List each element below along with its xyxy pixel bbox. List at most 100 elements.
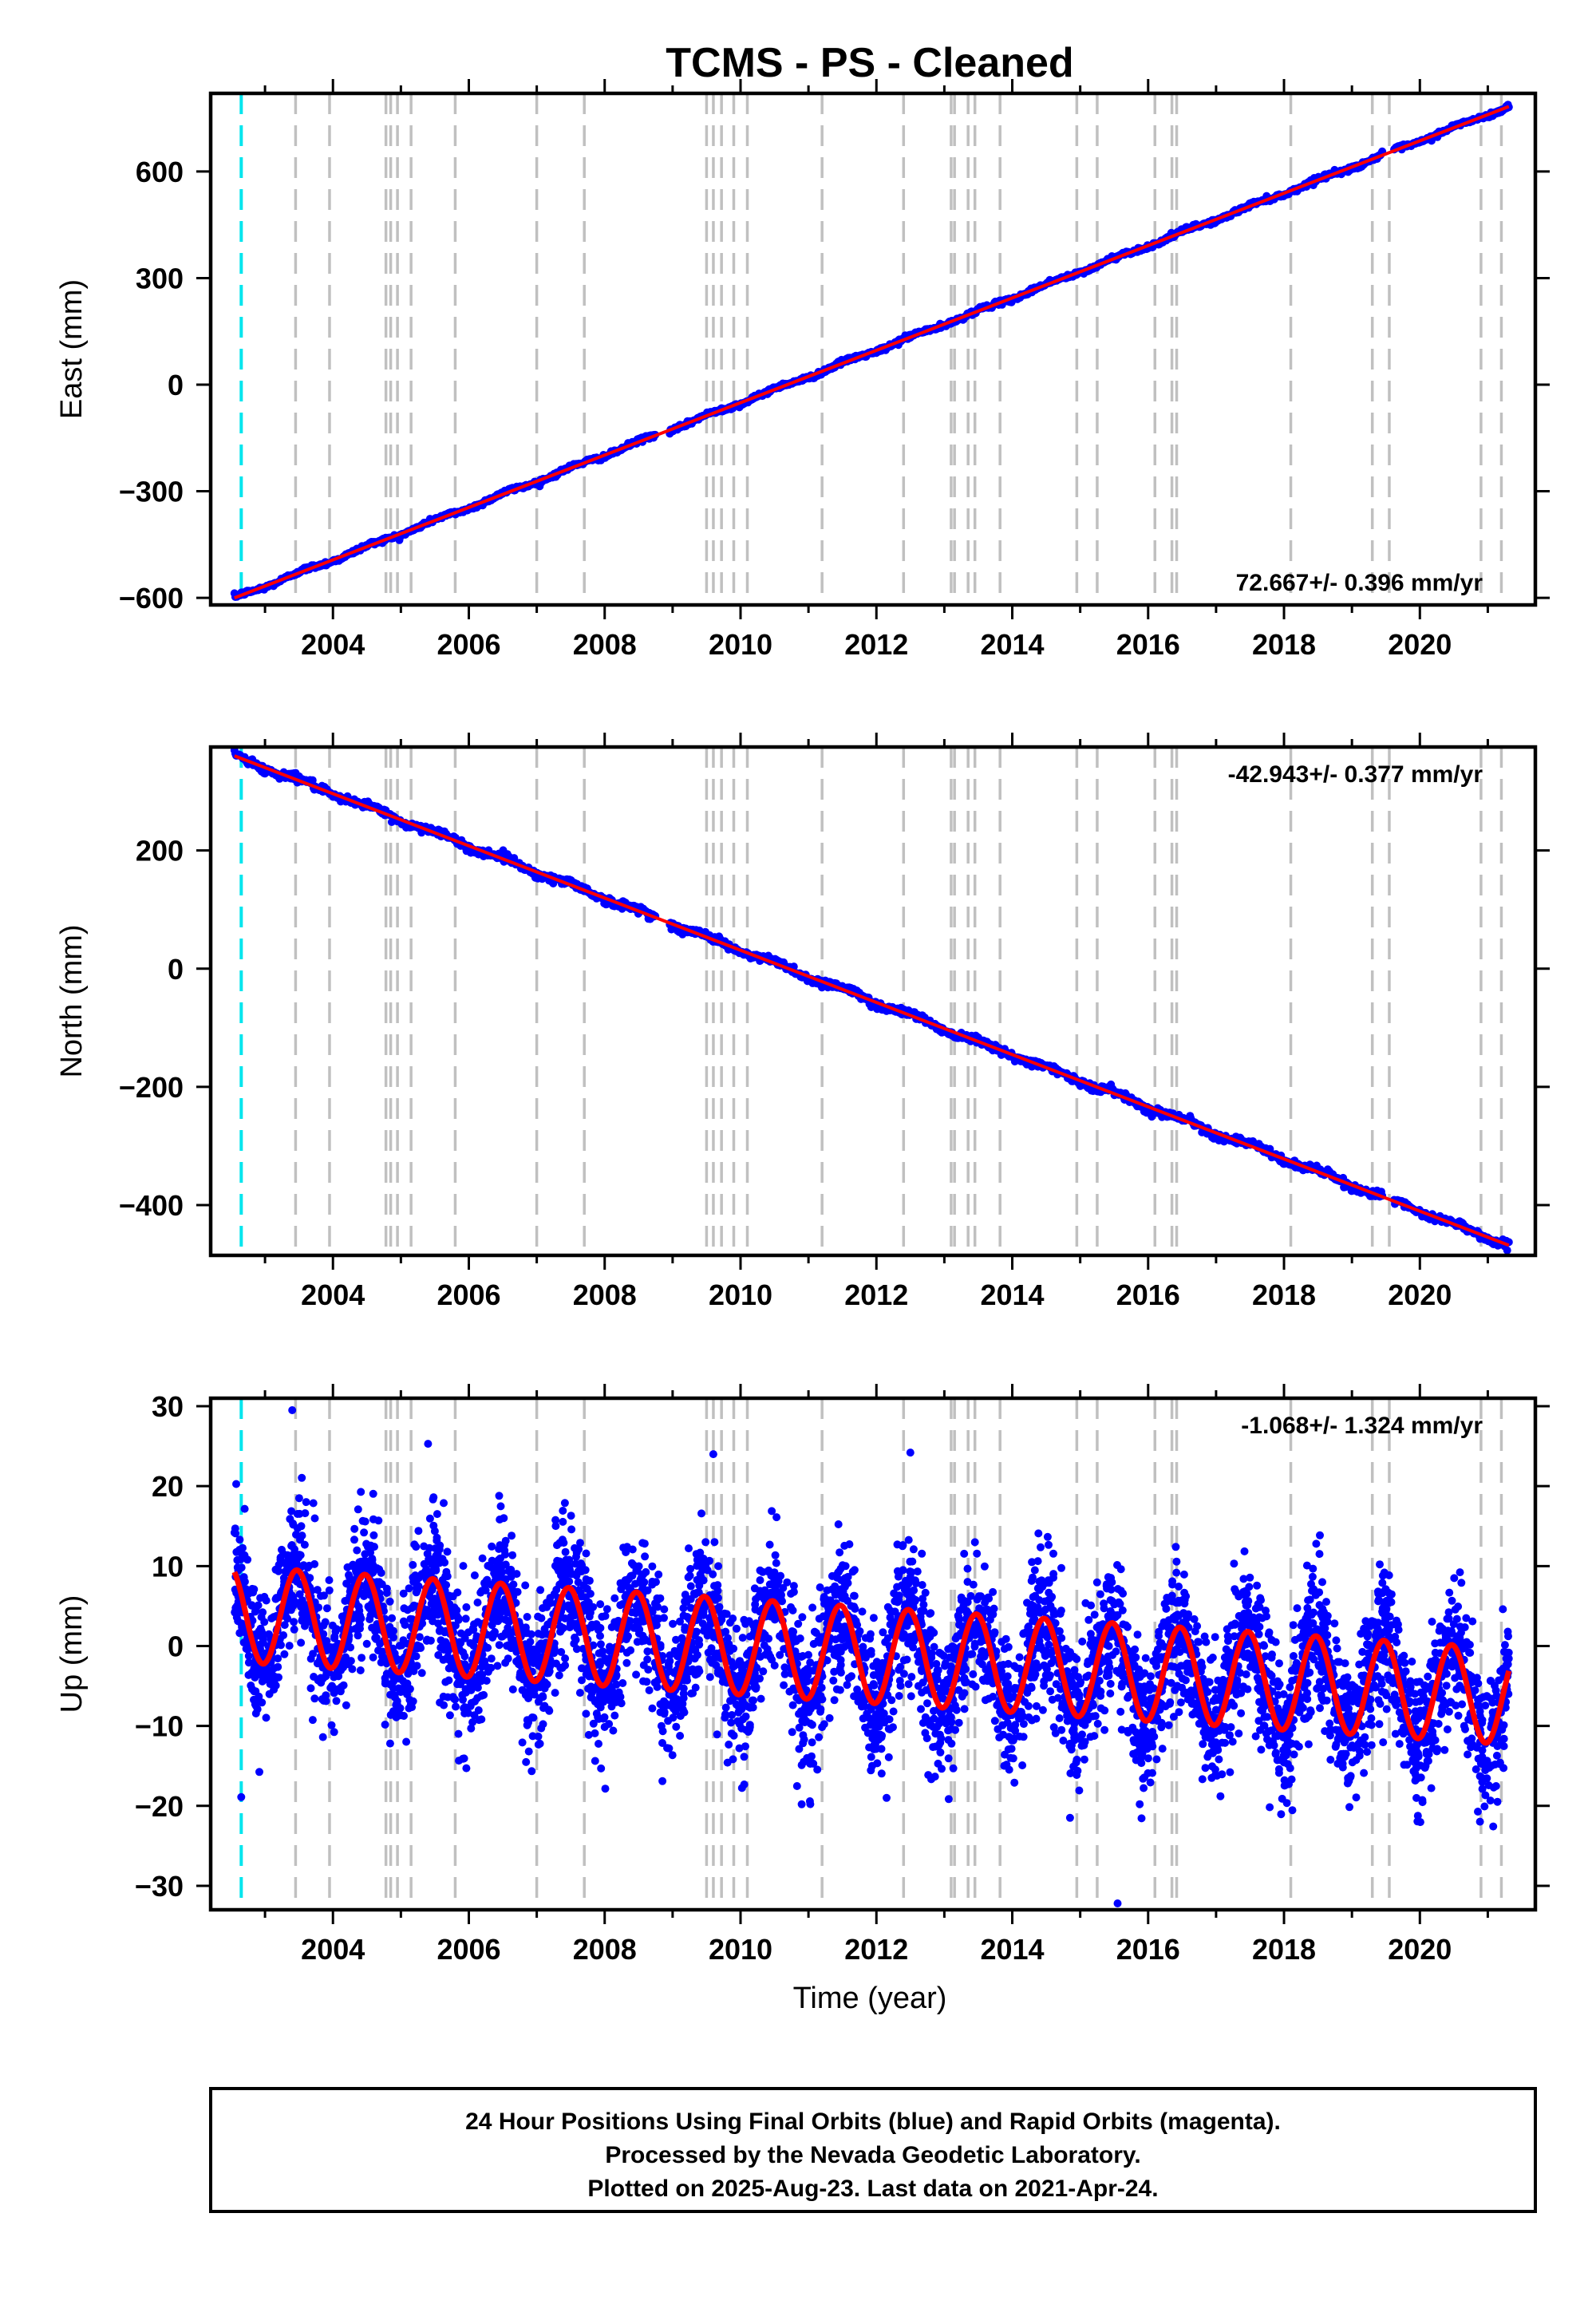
data-point <box>909 1545 918 1554</box>
data-point <box>357 1488 365 1496</box>
data-point <box>858 1607 867 1616</box>
data-point <box>1049 1549 1057 1558</box>
data-point <box>1445 1588 1454 1597</box>
data-point <box>1103 1584 1112 1593</box>
data-point <box>994 1725 1002 1733</box>
x-tick-label: 2010 <box>709 1279 772 1311</box>
data-point <box>808 1738 816 1747</box>
up-panel: 2004 2006 2008 2010 2012 2014 2016 2018 2020−30−… <box>55 1384 1550 1966</box>
data-point <box>240 1504 249 1513</box>
data-point <box>1034 1529 1043 1538</box>
data-point <box>415 1633 424 1642</box>
data-point <box>1211 1705 1220 1714</box>
data-point <box>1504 1654 1513 1663</box>
data-point <box>1478 1784 1487 1793</box>
data-point <box>904 1680 913 1689</box>
data-point <box>789 1582 798 1591</box>
data-point <box>1493 1797 1502 1806</box>
data-point <box>1218 1770 1227 1779</box>
data-point <box>1474 1808 1482 1816</box>
data-point <box>633 1638 642 1646</box>
data-point <box>1235 1729 1243 1738</box>
data-point <box>1309 1564 1317 1573</box>
data-point <box>1080 1755 1088 1764</box>
data-point <box>1035 1596 1044 1604</box>
data-point <box>1091 1712 1100 1721</box>
plot-area <box>230 93 1513 605</box>
data-point <box>707 1644 716 1653</box>
data-point <box>834 1520 843 1528</box>
data-point <box>327 1721 336 1729</box>
data-point <box>358 1516 367 1525</box>
data-point <box>1376 1560 1384 1569</box>
data-point <box>966 1591 975 1600</box>
data-point <box>808 1603 817 1612</box>
data-point <box>1172 1557 1181 1566</box>
data-point <box>1176 1698 1185 1707</box>
x-tick-label: 2012 <box>844 628 908 661</box>
data-point <box>526 1638 535 1646</box>
x-tick-label: 2016 <box>1116 1279 1180 1311</box>
y-tick-label: −300 <box>119 476 184 508</box>
figure-title: TCMS - PS - Cleaned <box>666 40 1073 86</box>
x-tick-label: 2008 <box>573 1279 637 1311</box>
plot-area <box>230 747 1513 1255</box>
data-point <box>308 776 317 785</box>
data-point <box>1037 1543 1045 1551</box>
data-point <box>356 1666 365 1674</box>
data-point <box>1146 1778 1155 1787</box>
data-point <box>1392 1701 1400 1709</box>
data-point <box>1239 1575 1248 1583</box>
data-point <box>660 1605 669 1614</box>
x-tick-label: 2010 <box>709 628 772 661</box>
data-point <box>342 1701 350 1709</box>
data-point <box>600 1713 609 1721</box>
data-point <box>1400 1761 1408 1769</box>
data-point <box>605 1696 614 1705</box>
data-point <box>402 1737 411 1746</box>
data-point <box>1179 1570 1188 1579</box>
north-panel: 2004 2006 2008 2010 2012 2014 2016 2018 2020−400… <box>55 733 1550 1311</box>
data-point <box>474 1706 483 1714</box>
data-point <box>461 1614 470 1623</box>
data-point <box>795 1745 804 1753</box>
data-point <box>815 1733 824 1741</box>
data-point <box>417 1669 426 1678</box>
data-point <box>325 1586 334 1595</box>
x-tick-label: 2014 <box>980 1279 1044 1311</box>
data-point <box>788 1701 797 1709</box>
data-point <box>1418 1798 1427 1807</box>
data-point <box>1481 1791 1490 1800</box>
data-point <box>1074 1673 1083 1682</box>
data-point <box>1155 1627 1163 1636</box>
data-point <box>817 1683 826 1692</box>
data-point <box>232 1480 240 1488</box>
data-point <box>1325 1731 1334 1740</box>
data-point <box>1018 1761 1027 1769</box>
data-point <box>1374 1696 1383 1705</box>
data-point <box>1379 1738 1388 1747</box>
data-point <box>869 1614 878 1622</box>
data-point <box>346 1643 355 1652</box>
data-point <box>676 1732 685 1740</box>
data-point <box>1361 1617 1370 1626</box>
data-point <box>1246 1573 1254 1582</box>
data-point <box>1382 1705 1391 1713</box>
data-point <box>1073 1654 1081 1663</box>
data-point <box>923 1699 931 1708</box>
data-point <box>1164 1721 1173 1729</box>
data-point <box>470 1571 479 1579</box>
data-point <box>1049 1723 1058 1732</box>
x-tick-label: 2014 <box>980 628 1044 661</box>
data-point <box>306 1684 315 1693</box>
data-point <box>332 1697 341 1705</box>
y-tick-label: 0 <box>168 953 184 986</box>
data-point <box>1144 1754 1152 1763</box>
data-point <box>765 1540 774 1549</box>
plot-frame <box>208 745 1538 1258</box>
x-tick-label: 2004 <box>301 1279 365 1311</box>
data-point <box>1242 1670 1250 1678</box>
data-point <box>1045 1640 1053 1649</box>
data-point <box>645 1686 654 1694</box>
data-point <box>369 1653 377 1662</box>
